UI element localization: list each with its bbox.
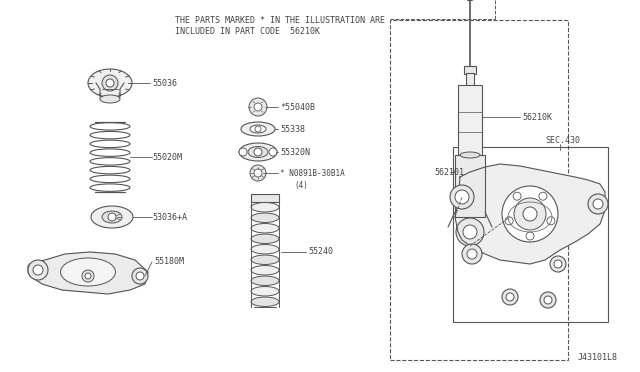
Bar [251,194,279,202]
Ellipse shape [251,244,279,254]
Text: J43101L8: J43101L8 [578,353,618,362]
Circle shape [502,289,518,305]
Circle shape [456,218,484,246]
Ellipse shape [251,234,279,244]
Circle shape [450,185,474,209]
Circle shape [523,207,537,221]
Circle shape [502,186,558,242]
Circle shape [539,192,547,200]
Circle shape [106,79,114,87]
Text: 53036+A: 53036+A [152,212,187,221]
Circle shape [254,103,262,111]
Circle shape [82,270,94,282]
Circle shape [239,148,247,156]
Circle shape [108,213,116,221]
Text: THE PARTS MARKED * IN THE ILLUSTRATION ARE: THE PARTS MARKED * IN THE ILLUSTRATION A… [175,16,385,25]
Circle shape [254,169,262,177]
Circle shape [455,190,469,204]
Text: *55040B: *55040B [280,103,315,112]
Circle shape [526,232,534,240]
Bar [390,20,568,360]
Circle shape [462,244,482,264]
Text: (4): (4) [294,180,308,189]
Circle shape [136,272,144,280]
Circle shape [33,265,43,275]
Ellipse shape [460,152,480,158]
Text: 562101: 562101 [434,167,464,176]
Ellipse shape [61,258,115,286]
Ellipse shape [251,202,279,212]
Text: 55036: 55036 [152,78,177,87]
Circle shape [513,192,521,200]
Bar [464,66,476,74]
Circle shape [514,198,546,230]
Circle shape [269,148,277,156]
Bar [458,85,482,157]
Text: * N0891B-30B1A: * N0891B-30B1A [280,169,345,177]
Circle shape [132,268,148,284]
Text: 55240: 55240 [308,247,333,257]
Circle shape [249,98,267,116]
Ellipse shape [241,122,275,136]
Ellipse shape [251,297,279,307]
Ellipse shape [91,206,133,228]
Ellipse shape [251,266,279,275]
Ellipse shape [250,125,266,133]
Ellipse shape [251,213,279,222]
Circle shape [255,126,261,132]
Ellipse shape [251,255,279,264]
Circle shape [250,165,266,181]
Ellipse shape [102,211,122,223]
Ellipse shape [248,147,268,157]
Text: 55020M: 55020M [152,153,182,161]
Polygon shape [28,252,148,294]
Text: 56210K: 56210K [522,112,552,122]
Ellipse shape [251,276,279,285]
Text: 55338: 55338 [280,125,305,134]
Bar [455,155,485,217]
Circle shape [550,256,566,272]
Text: INCLUDED IN PART CODE  56210K: INCLUDED IN PART CODE 56210K [175,26,320,35]
Text: 55320N: 55320N [280,148,310,157]
Circle shape [505,217,513,225]
Polygon shape [455,164,605,264]
Bar [453,147,608,322]
Bar [466,73,474,87]
Text: SEC.430: SEC.430 [545,135,580,144]
Text: 55180M: 55180M [154,257,184,266]
Ellipse shape [100,95,120,103]
Circle shape [85,273,91,279]
Circle shape [554,260,562,268]
Circle shape [28,260,48,280]
Circle shape [506,293,514,301]
Circle shape [254,148,262,156]
Circle shape [593,199,603,209]
Circle shape [102,75,118,91]
Circle shape [467,249,477,259]
Ellipse shape [88,69,132,97]
Circle shape [540,292,556,308]
Ellipse shape [251,286,279,296]
Ellipse shape [239,143,277,161]
Ellipse shape [251,224,279,233]
Circle shape [463,225,477,239]
Circle shape [547,217,555,225]
Circle shape [588,194,608,214]
Circle shape [544,296,552,304]
